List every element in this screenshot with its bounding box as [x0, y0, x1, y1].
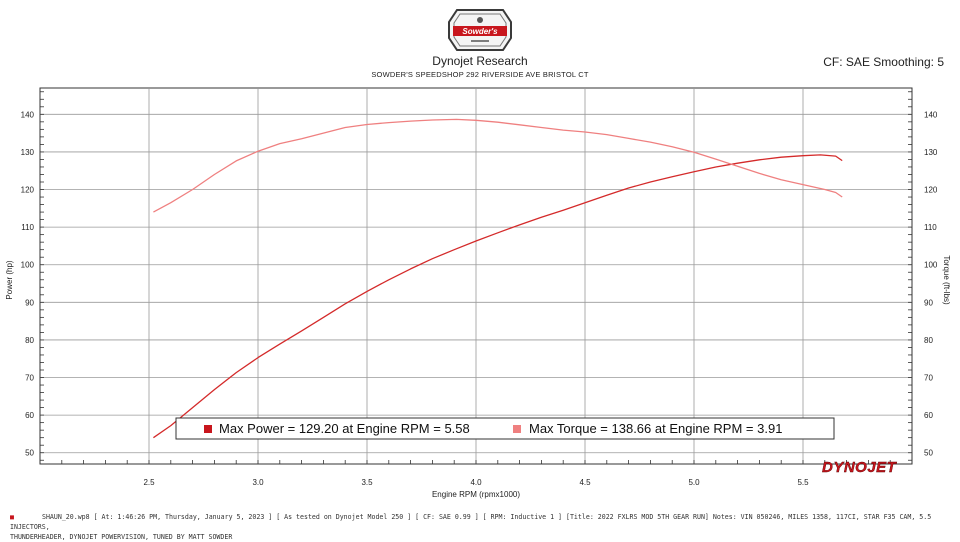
- y-left-tick-label: 50: [25, 449, 34, 458]
- y-right-tick-label: 100: [924, 261, 938, 270]
- power-curve: [153, 154, 843, 439]
- run-notes: ■ SHAUN_20.wp8 [ At: 1:46:26 PM, Thursday…: [10, 512, 950, 542]
- series-group: [153, 118, 843, 439]
- legend-torque-text: Max Torque = 138.66 at Engine RPM = 3.91: [529, 421, 782, 436]
- x-tick-label: 3.0: [252, 478, 264, 487]
- logo-text: Sowder's: [462, 27, 498, 36]
- y-right-tick-label: 70: [924, 374, 933, 383]
- legend: Max Power = 129.20 at Engine RPM = 5.58 …: [175, 417, 835, 440]
- legend-box: [175, 417, 835, 440]
- y-left-tick-label: 130: [21, 148, 35, 157]
- x-tick-label: 2.5: [143, 478, 155, 487]
- shop-logo: Sowder's: [447, 8, 513, 52]
- chart-title: Dynojet Research: [432, 54, 528, 68]
- y-axis-right-label: Torque (ft-lbs): [942, 255, 951, 305]
- series-marker-icon: ■: [10, 513, 14, 521]
- x-tick-label: 4.5: [579, 478, 591, 487]
- y-left-tick-label: 110: [21, 223, 34, 232]
- y-right-tick-label: 80: [924, 336, 933, 345]
- y-right-tick-label: 60: [924, 411, 933, 420]
- x-tick-label: 5.0: [688, 478, 700, 487]
- dynojet-brand: DYNOJET: [822, 459, 898, 476]
- y-left-tick-label: 100: [21, 261, 35, 270]
- y-left-tick-label: 140: [21, 110, 35, 119]
- footer-line-1: SHAUN_20.wp8 [ At: 1:46:26 PM, Thursday,…: [10, 513, 932, 531]
- y-right-tick-label: 90: [924, 298, 933, 307]
- grid-lines: [40, 88, 912, 464]
- y-right-tick-label: 50: [924, 449, 933, 458]
- torque-curve: [153, 118, 843, 213]
- y-left-tick-label: 90: [25, 298, 34, 307]
- y-right-tick-label: 140: [924, 110, 938, 119]
- y-left-tick-label: 70: [25, 374, 34, 383]
- dyno-chart: 50 60 70 80 90 100 110 120 130 140 50 60 70 80 90 100 1…: [5, 87, 951, 499]
- y-right-tick-label: 130: [924, 148, 938, 157]
- y-left-tick-label: 60: [25, 411, 34, 420]
- x-axis-label: Engine RPM (rpmx1000): [432, 490, 520, 499]
- correction-factor-label: CF: SAE Smoothing: 5: [823, 55, 944, 69]
- x-tick-label: 3.5: [361, 478, 373, 487]
- footer-line-2: THUNDERHEADER, DYNOJET POWERVISION, TUNE…: [10, 533, 233, 541]
- x-tick-label: 5.5: [797, 478, 809, 487]
- legend-swatch-torque: [513, 425, 521, 433]
- y-axis-left-label: Power (hp): [5, 260, 14, 299]
- y-axis-right: 50 60 70 80 90 100 110 120 130 140: [908, 91, 938, 461]
- y-right-tick-label: 120: [924, 186, 938, 195]
- x-axis: 2.5 3.0 3.5 4.0 4.5 5.0 5.5: [61, 460, 891, 487]
- y-left-tick-label: 120: [21, 186, 35, 195]
- y-axis-left: 50 60 70 80 90 100 110 120 130 140: [21, 91, 44, 461]
- legend-swatch-power: [204, 425, 212, 433]
- y-right-tick-label: 110: [924, 223, 937, 232]
- legend-power-text: Max Power = 129.20 at Engine RPM = 5.58: [219, 421, 470, 436]
- x-tick-label: 4.0: [470, 478, 482, 487]
- chart-subtitle: SOWDER'S SPEEDSHOP 292 RIVERSIDE AVE BRI…: [371, 70, 589, 79]
- y-left-tick-label: 80: [25, 336, 34, 345]
